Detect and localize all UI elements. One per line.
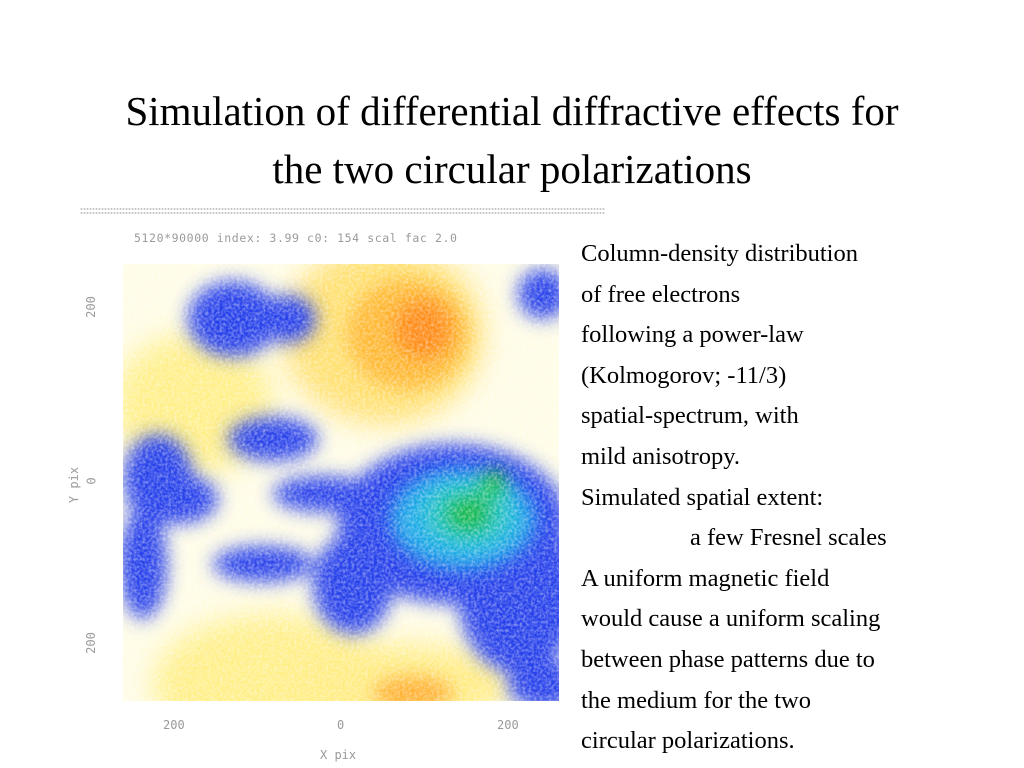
description-text: Column-density distribution of free elec… (581, 234, 1017, 762)
y-tick-top: 200 (83, 296, 98, 318)
title-line-1: Simulation of differential diffractive e… (125, 88, 899, 134)
description-line: mild anisotropy. (581, 442, 741, 470)
density-map-image (123, 264, 559, 701)
description-line: (Kolmogorov; -11/3) (581, 361, 787, 389)
plot-header-text: 5120*90000 index: 3.99 c0: 154 scal fac … (134, 231, 458, 245)
description-line: the medium for the two (581, 686, 811, 714)
description-line: a few Fresnel scales (690, 524, 887, 552)
y-tick-middle: 0 (84, 477, 99, 485)
y-tick-bottom: 200 (83, 632, 98, 654)
slide-title: Simulation of differential diffractive e… (0, 82, 1024, 198)
plot-header-dotted-line (80, 207, 605, 215)
description-line: of free electrons (581, 280, 741, 308)
y-axis-label: Y pix (67, 466, 82, 504)
description-line: would cause a uniform scaling (581, 605, 881, 633)
description-line: between phase patterns due to (581, 645, 875, 673)
description-line: Simulated spatial extent: (581, 483, 824, 511)
title-line-2: the two circular polarizations (272, 146, 752, 192)
description-line: spatial-spectrum, with (581, 402, 799, 430)
description-line: Column-density distribution (581, 240, 858, 267)
description-line: circular polarizations. (581, 727, 795, 755)
description-line: A uniform magnetic field (581, 564, 830, 592)
description-line: following a power-law (581, 321, 804, 349)
density-map-plot (123, 264, 559, 701)
x-tick-middle: 0 (337, 718, 345, 732)
x-tick-right: 200 (497, 718, 519, 732)
x-axis-label: X pix (320, 748, 357, 762)
x-tick-left: 200 (163, 718, 185, 732)
